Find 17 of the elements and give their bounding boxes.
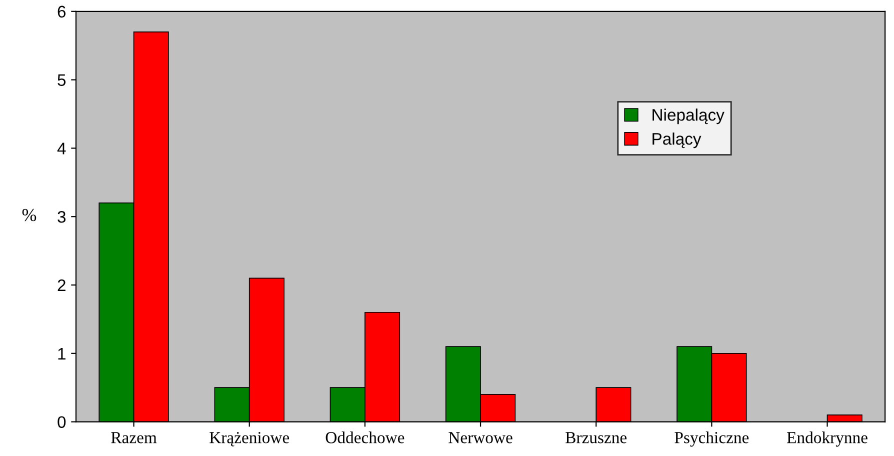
x-tick-label: Endokrynne bbox=[787, 432, 868, 447]
legend-label: Niepalący bbox=[652, 108, 724, 124]
y-tick-label: 1 bbox=[58, 348, 66, 360]
x-tick-label: Razem bbox=[111, 432, 157, 444]
x-tick-label: Nerwowe bbox=[448, 432, 512, 444]
x-tick-label: Psychiczne bbox=[674, 432, 749, 447]
y-tick-label: 2 bbox=[58, 279, 66, 292]
x-tick-label: Krążeniowe bbox=[210, 432, 290, 446]
y-tick-label: 5 bbox=[58, 74, 66, 86]
y-tick-label: 0 bbox=[58, 416, 66, 428]
y-tick-label: 4 bbox=[57, 142, 66, 154]
y-axis-title: % bbox=[22, 208, 36, 222]
y-tick-label: 6 bbox=[58, 6, 66, 18]
legend-label: Palący bbox=[652, 132, 702, 148]
x-tick-label: Oddechowe bbox=[326, 432, 404, 444]
y-tick-label: 3 bbox=[58, 211, 66, 223]
x-tick-label: Brzuszne bbox=[566, 432, 627, 444]
